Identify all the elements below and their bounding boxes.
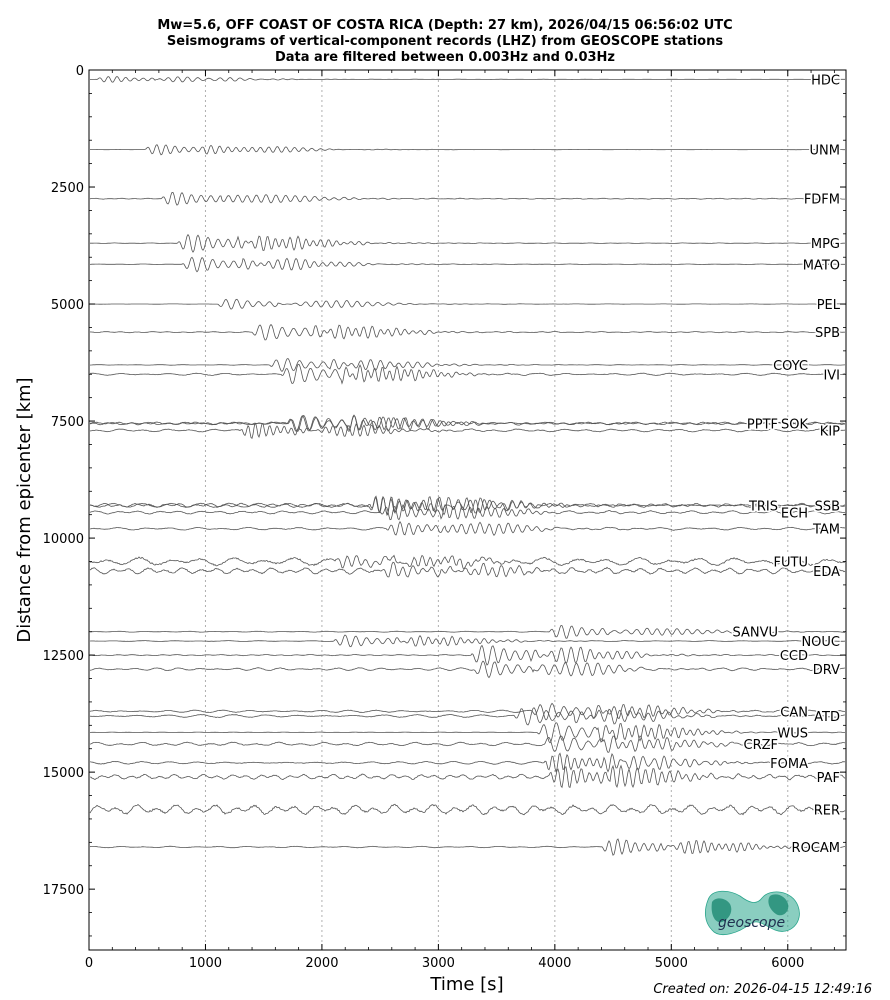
seismogram-trace-ivi	[89, 363, 846, 385]
station-label-spb: SPB	[815, 326, 840, 341]
seismogram-trace-unm	[90, 144, 845, 156]
seismogram-trace-fdfm	[89, 191, 845, 206]
seismogram-trace-rocam	[89, 838, 846, 856]
station-label-pptf: PPTF	[747, 417, 778, 432]
logo-continent-shape	[711, 894, 789, 923]
x-tick-label-5000: 5000	[655, 956, 688, 971]
station-label-crzf: CRZF	[744, 738, 779, 753]
station-label-coyc: COYC	[773, 359, 808, 374]
seismogram-trace-can	[89, 702, 846, 721]
seismogram-trace-futu	[89, 554, 846, 570]
seismogram-trace-mpg	[90, 233, 846, 253]
station-label-ssb: SSB	[815, 499, 840, 514]
station-label-fdfm: FDFM	[804, 193, 840, 208]
station-label-ccd: CCD	[780, 649, 808, 664]
chart-title-line-1: Mw=5.6, OFF COAST OF COSTA RICA (Depth: …	[157, 18, 733, 33]
station-label-nouc: NOUC	[801, 635, 840, 650]
station-label-rocam: ROCAM	[792, 841, 840, 856]
y-tick-label-17500: 17500	[43, 883, 84, 898]
seismogram-trace-foma	[90, 752, 846, 773]
seismogram-trace-coyc	[89, 358, 845, 372]
seismogram-trace-rer	[89, 803, 846, 816]
seismogram-trace-paf	[90, 764, 846, 789]
seismogram-trace-mato	[89, 256, 845, 273]
x-tick-label-0: 0	[85, 956, 93, 971]
station-label-futu: FUTU	[774, 555, 808, 570]
station-label-tam: TAM	[812, 523, 840, 538]
seismogram-trace-sok	[89, 415, 846, 433]
chart-title-line-2: Seismograms of vertical-component record…	[166, 34, 724, 49]
y-tick-label-12500: 12500	[43, 649, 84, 664]
seismogram-trace-hdc	[90, 76, 845, 83]
seismogram-trace-crzf	[89, 735, 846, 753]
station-label-ivi: IVI	[823, 368, 840, 383]
y-tick-label-15000: 15000	[43, 766, 84, 781]
x-tick-label-2000: 2000	[305, 956, 338, 971]
seismogram-trace-eda	[89, 561, 846, 578]
seismogram-trace-pel	[89, 298, 845, 310]
station-label-hdc: HDC	[811, 73, 840, 88]
station-label-sanvu: SANVU	[732, 626, 778, 641]
x-tick-label-1000: 1000	[189, 956, 222, 971]
y-tick-label-7500: 7500	[51, 415, 84, 430]
seismogram-trace-ccd	[90, 644, 845, 666]
station-label-tris: TRIS	[748, 499, 778, 514]
station-label-wus: WUS	[777, 726, 808, 741]
y-tick-label-0: 0	[76, 64, 84, 79]
seismogram-trace-ssb	[89, 495, 846, 516]
x-tick-label-4000: 4000	[538, 956, 571, 971]
x-axis-label: Time [s]	[429, 974, 503, 995]
station-label-sok: SOK	[781, 417, 808, 432]
geoscope-logo: geoscope	[704, 890, 800, 936]
seismogram-trace-nouc	[90, 634, 845, 648]
seismogram-trace-tris	[89, 495, 845, 516]
seismogram-trace-kip	[89, 422, 846, 439]
station-label-layer: HDC UNM FDFM MPG MATO PEL SPB COYC IVI PPTF SOK KIP…	[731, 72, 842, 858]
station-label-kip: KIP	[820, 424, 840, 439]
station-label-mpg: MPG	[811, 237, 840, 252]
station-label-mato: MATO	[803, 258, 840, 273]
station-label-atd: ATD	[814, 710, 840, 725]
station-label-can: CAN	[780, 705, 808, 720]
seismogram-trace-spb	[89, 323, 846, 341]
y-tick-label-10000: 10000	[43, 532, 84, 547]
station-label-unm: UNM	[810, 144, 840, 159]
seismogram-trace-wus	[90, 722, 846, 744]
y-tick-label-2500: 2500	[51, 181, 84, 196]
grid-layer	[204, 70, 789, 950]
y-axis-label: Distance from epicenter [km]	[14, 377, 35, 642]
seismogram-trace-atd	[89, 707, 845, 726]
x-tick-label-6000: 6000	[771, 956, 804, 971]
seismogram-trace-drv	[89, 660, 846, 679]
station-label-ech: ECH	[781, 506, 808, 521]
x-tick-label-3000: 3000	[422, 956, 455, 971]
y-tick-label-5000: 5000	[51, 298, 84, 313]
trace-layer	[89, 76, 846, 856]
seismogram-trace-ech	[89, 504, 846, 521]
seismogram-trace-tam	[89, 520, 846, 536]
station-label-rer: RER	[814, 804, 840, 819]
station-label-pel: PEL	[817, 298, 841, 313]
created-on-footer: Created on: 2026-04-15 12:49:16	[653, 982, 872, 997]
logo-text: geoscope	[718, 915, 785, 931]
seismogram-trace-sanvu	[89, 624, 846, 639]
station-label-paf: PAF	[817, 771, 840, 786]
chart-title-line-3: Data are filtered between 0.003Hz and 0.…	[274, 50, 616, 65]
station-label-eda: EDA	[813, 565, 840, 580]
station-label-drv: DRV	[813, 663, 840, 678]
station-label-foma: FOMA	[770, 757, 808, 772]
plot-frame	[88, 69, 847, 951]
axis-layer: 0 1000 2000 3000 4000 5000 6000 0 2500 5000 7500 10…	[43, 64, 846, 971]
